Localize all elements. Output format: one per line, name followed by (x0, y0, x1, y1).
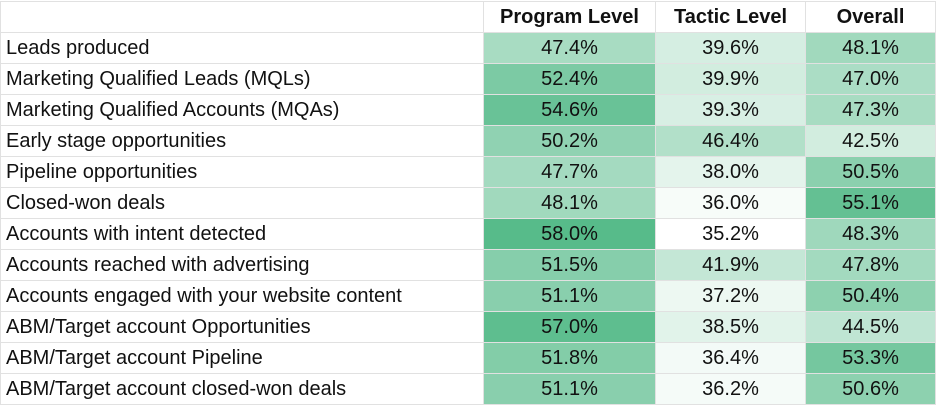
value-cell-program-level[interactable]: 58.0% (483, 218, 656, 250)
value-cell-overall[interactable]: 53.3% (805, 342, 936, 374)
value-cell-program-level[interactable]: 51.5% (483, 249, 656, 281)
value-cell-overall[interactable]: 47.8% (805, 249, 936, 281)
header-row: Program Level Tactic Level Overall (0, 1, 936, 33)
value-cell-tactic-level[interactable]: 39.3% (655, 94, 806, 126)
table-row: ABM/Target account Pipeline 51.8% 36.4% 53.… (0, 342, 936, 374)
header-cell-tactic-level[interactable]: Tactic Level (655, 1, 806, 33)
table-row: ABM/Target account closed-won deals 51.1%… (0, 373, 936, 405)
row-label-cell[interactable]: Pipeline opportunities (0, 156, 484, 188)
table-row: Early stage opportunities 50.2% 46.4% 42.5% (0, 125, 936, 157)
value-cell-overall[interactable]: 50.4% (805, 280, 936, 312)
value-cell-program-level[interactable]: 48.1% (483, 187, 656, 219)
row-label-cell[interactable]: Marketing Qualified Accounts (MQAs) (0, 94, 484, 126)
value-cell-tactic-level[interactable]: 36.4% (655, 342, 806, 374)
value-cell-overall[interactable]: 50.6% (805, 373, 936, 405)
value-cell-program-level[interactable]: 54.6% (483, 94, 656, 126)
value-cell-program-level[interactable]: 47.4% (483, 32, 656, 64)
row-label-cell[interactable]: ABM/Target account Opportunities (0, 311, 484, 343)
value-cell-program-level[interactable]: 51.1% (483, 373, 656, 405)
value-cell-overall[interactable]: 42.5% (805, 125, 936, 157)
value-cell-overall[interactable]: 47.3% (805, 94, 936, 126)
row-label-cell[interactable]: Early stage opportunities (0, 125, 484, 157)
value-cell-tactic-level[interactable]: 35.2% (655, 218, 806, 250)
table-row: ABM/Target account Opportunities 57.0% 38.… (0, 311, 936, 343)
table-row: Marketing Qualified Leads (MQLs) 52.4% 39.… (0, 63, 936, 95)
table-row: Accounts reached with advertising 51.5% 41… (0, 249, 936, 281)
value-cell-program-level[interactable]: 51.8% (483, 342, 656, 374)
value-cell-program-level[interactable]: 50.2% (483, 125, 656, 157)
row-label-cell[interactable]: Closed-won deals (0, 187, 484, 219)
header-cell-program-level[interactable]: Program Level (483, 1, 656, 33)
table-row: Closed-won deals 48.1% 36.0% 55.1% (0, 187, 936, 219)
row-label-cell[interactable]: ABM/Target account closed-won deals (0, 373, 484, 405)
value-cell-tactic-level[interactable]: 39.6% (655, 32, 806, 64)
row-label-cell[interactable]: Leads produced (0, 32, 484, 64)
table-row: Marketing Qualified Accounts (MQAs) 54.6%… (0, 94, 936, 126)
value-cell-program-level[interactable]: 51.1% (483, 280, 656, 312)
value-cell-program-level[interactable]: 57.0% (483, 311, 656, 343)
value-cell-tactic-level[interactable]: 46.4% (655, 125, 806, 157)
table-row: Leads produced 47.4% 39.6% 48.1% (0, 32, 936, 64)
row-label-cell[interactable]: ABM/Target account Pipeline (0, 342, 484, 374)
table-row: Accounts with intent detected 58.0% 35.2% 4… (0, 218, 936, 250)
header-cell-blank[interactable] (0, 1, 484, 33)
value-cell-overall[interactable]: 47.0% (805, 63, 936, 95)
header-cell-overall[interactable]: Overall (805, 1, 936, 33)
table-row: Pipeline opportunities 47.7% 38.0% 50.5% (0, 156, 936, 188)
row-label-cell[interactable]: Accounts engaged with your website conte… (0, 280, 484, 312)
value-cell-tactic-level[interactable]: 39.9% (655, 63, 806, 95)
value-cell-tactic-level[interactable]: 38.0% (655, 156, 806, 188)
row-label-cell[interactable]: Marketing Qualified Leads (MQLs) (0, 63, 484, 95)
table-body: Leads produced 47.4% 39.6% 48.1% Marketing Q… (0, 32, 936, 405)
value-cell-program-level[interactable]: 47.7% (483, 156, 656, 188)
value-cell-tactic-level[interactable]: 36.2% (655, 373, 806, 405)
value-cell-tactic-level[interactable]: 36.0% (655, 187, 806, 219)
row-label-cell[interactable]: Accounts reached with advertising (0, 249, 484, 281)
value-cell-overall[interactable]: 48.1% (805, 32, 936, 64)
value-cell-program-level[interactable]: 52.4% (483, 63, 656, 95)
table-row: Accounts engaged with your website conte… (0, 280, 936, 312)
value-cell-tactic-level[interactable]: 41.9% (655, 249, 806, 281)
value-cell-overall[interactable]: 50.5% (805, 156, 936, 188)
value-cell-tactic-level[interactable]: 37.2% (655, 280, 806, 312)
value-cell-tactic-level[interactable]: 38.5% (655, 311, 806, 343)
row-label-cell[interactable]: Accounts with intent detected (0, 218, 484, 250)
value-cell-overall[interactable]: 44.5% (805, 311, 936, 343)
value-cell-overall[interactable]: 48.3% (805, 218, 936, 250)
value-cell-overall[interactable]: 55.1% (805, 187, 936, 219)
